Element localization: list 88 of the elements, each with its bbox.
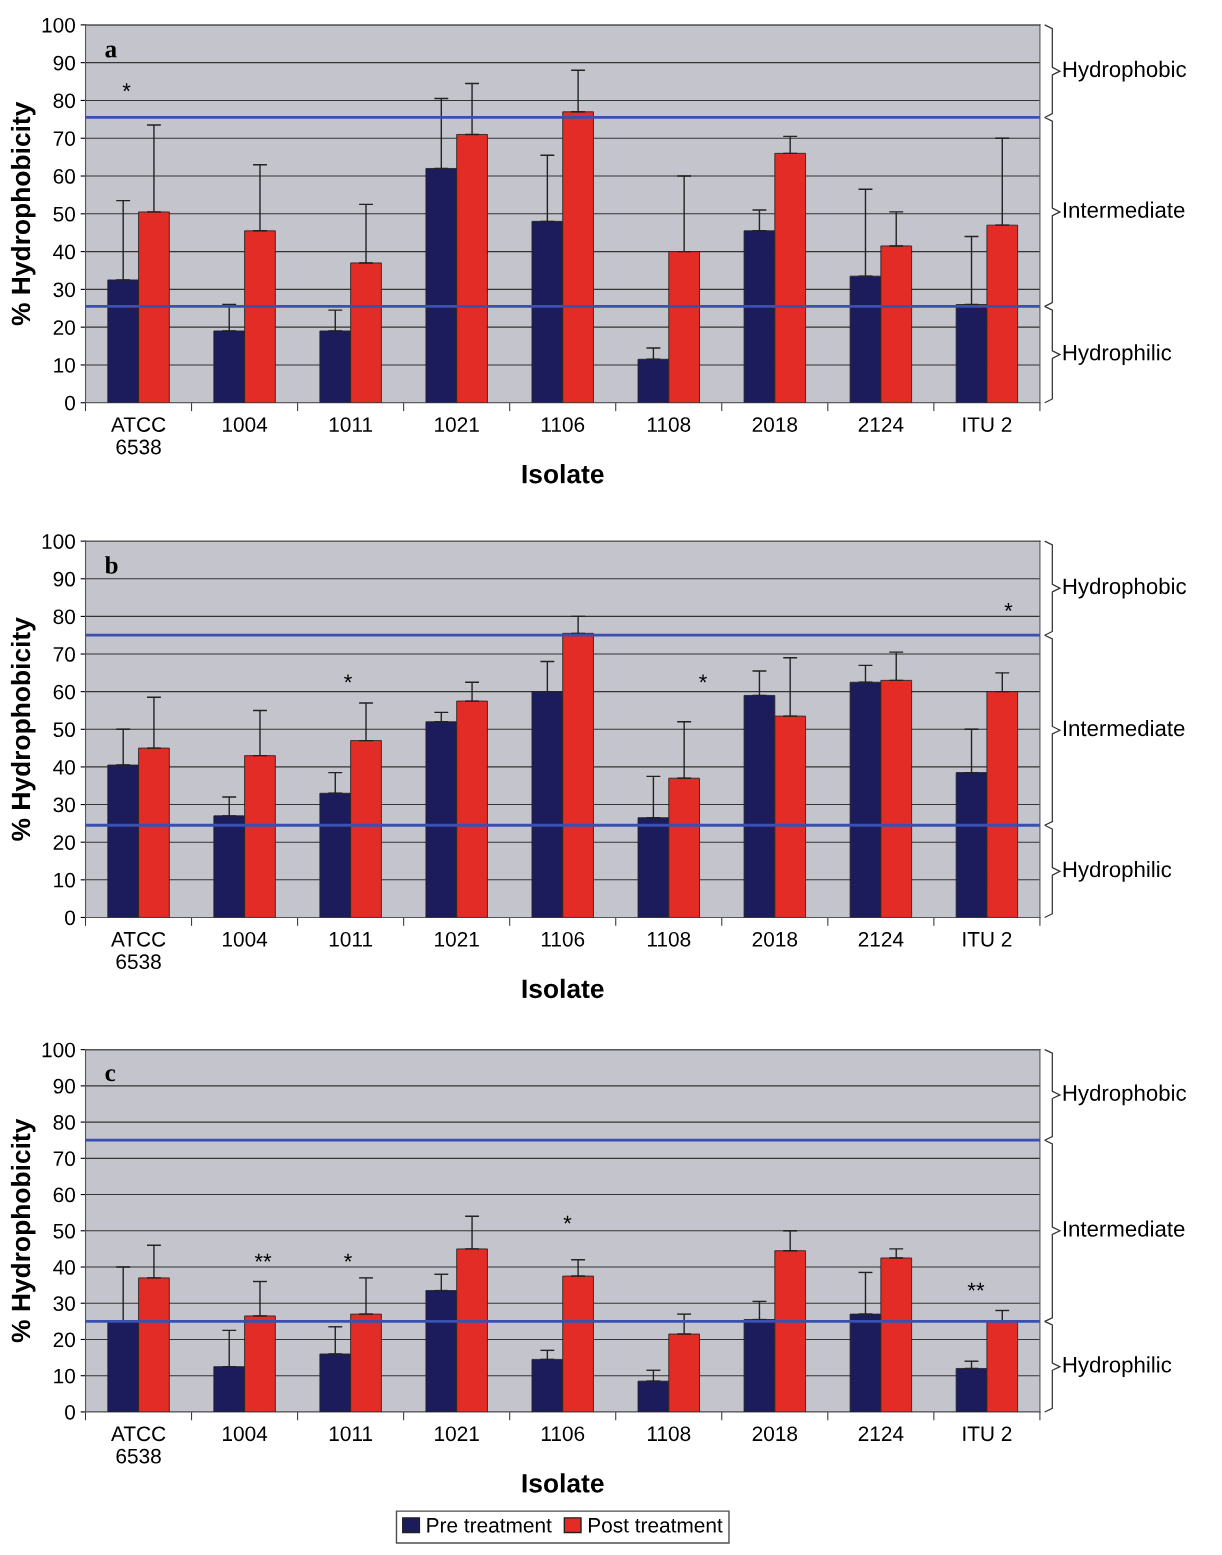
- text: c: [105, 1069, 116, 1082]
- y-tick-label: 0: [65, 1404, 75, 1420]
- x-tick-label: 1106: [541, 931, 585, 947]
- y-tick-label: 70: [53, 647, 76, 662]
- annotation: *: [1004, 603, 1013, 611]
- y-tick-label: 30: [53, 1296, 76, 1311]
- x-tick-label: 1021: [435, 1426, 479, 1442]
- y-tick-label: 100: [42, 534, 76, 549]
- x-tick-label: 1004: [223, 417, 268, 432]
- text: Hydrophilic: [1063, 344, 1172, 365]
- x-tick-label: ATCC 6538: [111, 417, 166, 455]
- x-tick-label: 1011: [329, 417, 373, 432]
- annotation: *: [344, 674, 352, 683]
- x-tick-label: ITU 2: [963, 931, 1012, 947]
- y-tick-label: 80: [53, 93, 76, 109]
- y-tick-label: 10: [54, 357, 76, 373]
- x-tick-label: 1108: [647, 931, 691, 947]
- y-tick-label: 40: [53, 1260, 76, 1275]
- x-tick-label: 2018: [752, 931, 798, 947]
- x-tick-label: 1108: [647, 417, 691, 432]
- annotation: **: [967, 1282, 985, 1291]
- y-axis-title: % Hydrophobicity: [10, 1118, 36, 1343]
- text: Hydrophobic: [1063, 60, 1187, 82]
- y-tick-label: 10: [54, 1368, 76, 1384]
- y-tick-label: 80: [53, 609, 76, 625]
- x-tick-label: 1004: [223, 1426, 268, 1442]
- x-tick-label: 2018: [752, 1426, 798, 1442]
- y-tick-label: 20: [53, 1332, 76, 1348]
- y-tick-label: 30: [53, 797, 76, 813]
- text: a: [105, 45, 117, 58]
- x-tick-label: ATCC 6538: [111, 1426, 166, 1464]
- x-tick-label: ITU 2: [963, 1426, 1012, 1442]
- annotation: **: [254, 1253, 272, 1262]
- y-tick-label: 50: [53, 1223, 76, 1239]
- y-tick-label: 70: [53, 1151, 76, 1167]
- y-tick-label: 60: [53, 169, 76, 184]
- x-tick-label: 1021: [435, 417, 479, 432]
- legend-label: Post treatment: [588, 1518, 723, 1533]
- x-tick-label: 1004: [223, 931, 268, 947]
- x-tick-label: 2124: [858, 931, 904, 947]
- x-tick-label: 1021: [435, 931, 479, 947]
- y-tick-label: 90: [53, 1078, 76, 1094]
- legend-label: Pre treatment: [427, 1518, 552, 1533]
- y-tick-label: 50: [53, 722, 76, 738]
- text: Hydrophilic: [1063, 860, 1172, 882]
- y-axis-title: % Hydrophobicity: [10, 617, 36, 841]
- annotation: *: [122, 83, 131, 92]
- y-tick-label: 0: [65, 910, 75, 926]
- annotation: *: [699, 674, 707, 683]
- x-tick-label: 1106: [541, 1426, 585, 1442]
- y-tick-label: 50: [53, 206, 76, 222]
- y-tick-label: 10: [54, 872, 76, 888]
- y-tick-label: 0: [65, 395, 75, 411]
- x-axis-title: Isolate: [522, 1473, 604, 1493]
- text: Hydrophobic: [1063, 1084, 1187, 1106]
- text: Intermediate: [1063, 201, 1185, 218]
- x-tick-label: ATCC 6538: [111, 931, 166, 970]
- x-tick-label: 2124: [858, 417, 904, 432]
- x-tick-label: 1106: [541, 417, 585, 432]
- y-tick-label: 40: [53, 759, 76, 775]
- x-tick-label: 2124: [858, 1426, 904, 1441]
- y-tick-label: 100: [42, 17, 76, 33]
- y-tick-label: 80: [53, 1115, 76, 1130]
- text: Hydrophobic: [1063, 577, 1187, 599]
- x-tick-label: 1108: [647, 1426, 691, 1442]
- y-tick-label: 20: [53, 835, 76, 850]
- x-tick-label: 1011: [329, 931, 373, 947]
- y-tick-label: 20: [53, 320, 76, 335]
- x-axis-title: Isolate: [522, 464, 604, 484]
- y-tick-label: 70: [53, 131, 76, 146]
- x-tick-label: 2018: [752, 417, 798, 432]
- x-tick-label: ITU 2: [963, 417, 1012, 432]
- chart-title: b: [104, 556, 118, 574]
- x-axis-title: Isolate: [522, 978, 604, 999]
- text: Intermediate: [1063, 1220, 1185, 1237]
- text: Intermediate: [1063, 719, 1185, 737]
- y-tick-label: 40: [53, 244, 76, 260]
- y-tick-label: 90: [53, 55, 76, 71]
- y-tick-label: 90: [53, 571, 76, 587]
- y-tick-label: 60: [53, 684, 76, 700]
- y-axis-title: % Hydrophobicity: [10, 101, 36, 326]
- annotation: *: [563, 1215, 572, 1224]
- text: Hydrophilic: [1063, 1356, 1172, 1378]
- y-tick-label: 100: [42, 1042, 76, 1058]
- y-tick-label: 30: [53, 282, 76, 298]
- x-tick-label: 1011: [329, 1426, 373, 1442]
- annotation: *: [344, 1253, 352, 1262]
- y-tick-label: 60: [53, 1187, 76, 1203]
